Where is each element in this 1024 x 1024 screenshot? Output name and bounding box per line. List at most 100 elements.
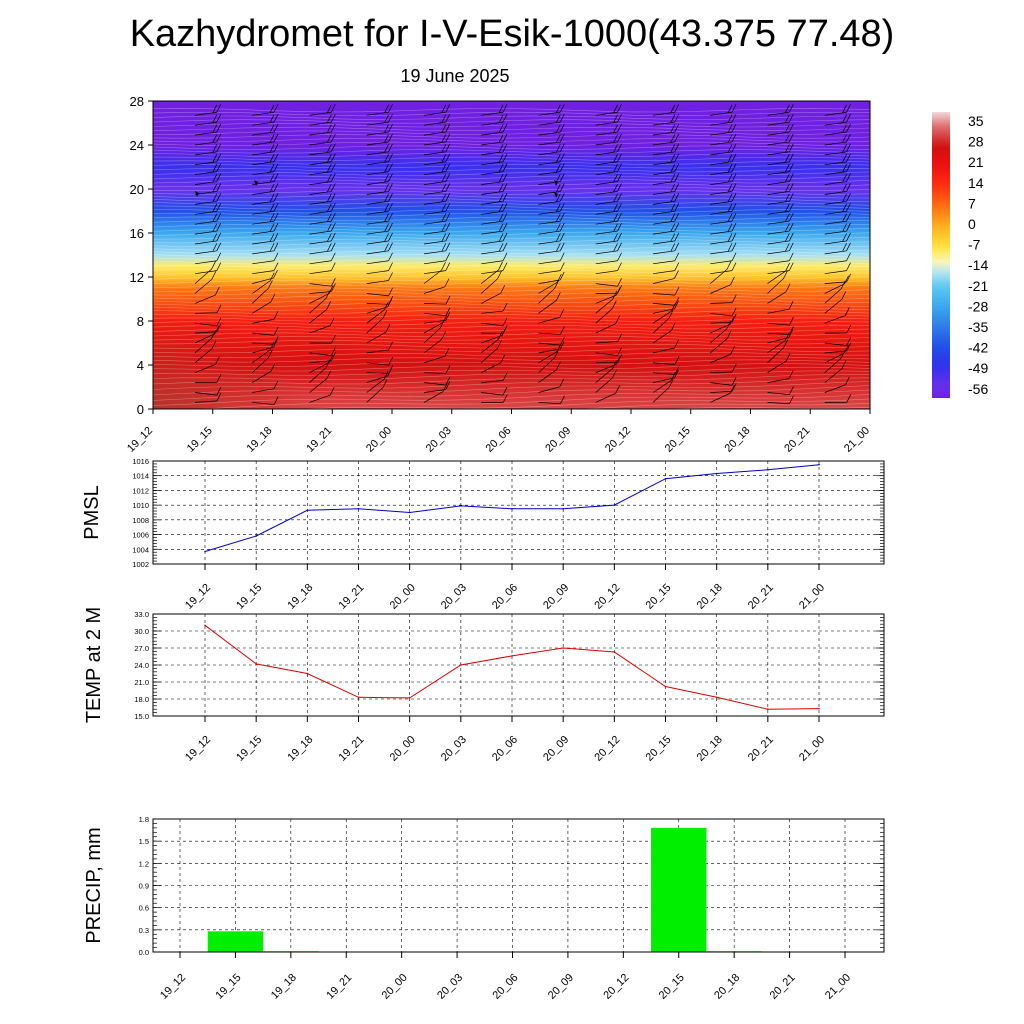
y-tick-label: 21.0 <box>134 678 149 687</box>
x-tick-label: 20_06 <box>490 582 520 612</box>
x-tick-label: 20_06 <box>491 972 521 1002</box>
colorbar-label: 28 <box>968 134 984 150</box>
precip-bar <box>207 931 264 952</box>
heatmap-x-tick-label: 20_15 <box>663 425 693 455</box>
x-tick-label: 20_12 <box>592 582 622 612</box>
colorbar-label: -21 <box>968 278 988 294</box>
heatmap-y-tick-label: 12 <box>130 270 144 285</box>
data-point <box>306 509 309 512</box>
wind-pennant <box>195 191 199 197</box>
colorbar-label: 0 <box>968 216 976 232</box>
minor-ticks <box>153 460 884 565</box>
colorbar-label: -7 <box>968 237 981 253</box>
precip-chart: 1.8 1.5 1.2 0.9 0.6 0.3 0.0 19_12 19_15 19_18 19_2… <box>83 815 885 1002</box>
heatmap-x-tick-label: 20_12 <box>603 425 633 455</box>
heatmap-x-tick-label: 19_12 <box>125 425 155 455</box>
contour-lines <box>153 108 870 409</box>
y-tick-label: 1012 <box>132 486 149 495</box>
panel-frame <box>152 460 885 565</box>
grid <box>153 461 884 564</box>
colorbar-label: -49 <box>968 360 988 376</box>
data-point <box>767 708 769 710</box>
data-point <box>664 685 667 688</box>
x-tick-label: 20_12 <box>601 972 631 1002</box>
x-tick-label: 20_09 <box>541 582 571 612</box>
x-tick-label: 20_12 <box>592 734 622 764</box>
heatmap-x-tick-label: 20_09 <box>543 425 573 455</box>
x-tick-label: 20_21 <box>768 972 798 1002</box>
heatmap-y-tick-label: 28 <box>130 94 144 109</box>
heatmap-y-tick-label: 4 <box>137 358 144 373</box>
x-tick-label: 20_21 <box>746 734 776 764</box>
panel-frame <box>152 613 885 717</box>
data-point <box>460 505 462 507</box>
x-tick-label: 19_15 <box>234 734 264 764</box>
warm-surface-region <box>153 310 303 409</box>
x-tick-label: 20_00 <box>388 582 418 612</box>
forecast-date: 19 June 2025 <box>400 66 510 86</box>
y-tick-label: 1014 <box>132 472 149 481</box>
data-point <box>613 651 616 653</box>
data-point <box>460 664 462 666</box>
y-tick-label: 1.5 <box>139 837 149 846</box>
colorbar-label: -14 <box>968 257 988 273</box>
pmsl-chart: 1016 1014 1012 1010 1008 1006 1004 1002 19_12 19_… <box>81 457 885 612</box>
wind-pennant <box>554 192 558 198</box>
y-tick-label: 1010 <box>132 501 149 510</box>
x-tick-label: 20_18 <box>695 582 725 612</box>
heatmap-x-tick-label: 20_21 <box>782 425 812 455</box>
x-tick-label: 19_12 <box>183 734 213 764</box>
y-tick-label: 1002 <box>132 560 149 569</box>
x-tick-label: 20_03 <box>439 734 469 764</box>
x-tick-label: 20_09 <box>541 734 571 764</box>
data-point <box>204 624 206 627</box>
x-tick-label: 19_21 <box>324 972 354 1002</box>
y-tick-label: 1006 <box>132 531 149 540</box>
y-tick-label: 24.0 <box>134 661 149 670</box>
heatmap-x-tick-label: 20_00 <box>364 425 394 455</box>
data-point <box>767 469 769 471</box>
x-tick-label: 20_15 <box>644 734 674 764</box>
x-tick-label: 20_18 <box>712 972 742 1002</box>
y-tick-label: 1004 <box>132 545 149 554</box>
colorbar-label: -42 <box>968 340 988 356</box>
data-point <box>715 696 718 699</box>
data-point <box>818 463 820 466</box>
heatmap-x-tick-label: 20_03 <box>424 425 454 455</box>
y-axis-label: PMSL <box>81 485 103 539</box>
x-tick-label: 20_00 <box>388 734 418 764</box>
wind-pennant <box>554 180 558 186</box>
x-tick-label: 19_15 <box>234 582 264 612</box>
data-point <box>562 508 564 510</box>
x-tick-label: 19_12 <box>183 582 213 612</box>
heatmap-y-tick-label: 16 <box>130 226 144 241</box>
data-point <box>408 697 411 699</box>
page-title: Kazhydromet for I-V-Esik-1000(43.375 77.… <box>129 13 895 55</box>
y-axis-label: TEMP at 2 M <box>83 607 105 723</box>
y-tick-label: 27.0 <box>134 644 149 653</box>
x-tick-label: 19_18 <box>269 972 299 1002</box>
x-tick-label: 20_00 <box>380 972 410 1002</box>
x-tick-label: 19_15 <box>213 972 243 1002</box>
heatmap-x-tick-label: 19_18 <box>245 425 275 455</box>
heatmap-y-tick-label: 0 <box>137 402 144 417</box>
data-point <box>204 550 206 553</box>
colorbar-label: 14 <box>968 175 984 191</box>
y-tick-label: 1.8 <box>139 815 149 824</box>
precip-bar <box>651 827 707 952</box>
data-point <box>664 477 667 480</box>
heatmap-x-tick-label: 19_21 <box>304 425 334 455</box>
x-tick-label: 20_18 <box>695 734 725 764</box>
x-tick-label: 20_15 <box>657 972 687 1002</box>
heatmap-x-tick-label: 19_15 <box>185 425 215 455</box>
y-tick-label: 0.6 <box>139 904 149 913</box>
colorbar-fill <box>932 112 950 398</box>
x-tick-label: 20_09 <box>546 972 576 1002</box>
y-tick-label: 1016 <box>132 457 149 466</box>
data-point <box>818 707 820 710</box>
x-tick-label: 20_03 <box>439 582 469 612</box>
y-tick-label: 0.3 <box>139 926 149 935</box>
data-point <box>562 647 564 649</box>
heatmap-x-tick-label: 21_00 <box>842 425 872 455</box>
y-axis-label: PRECIP, mm <box>83 827 105 943</box>
